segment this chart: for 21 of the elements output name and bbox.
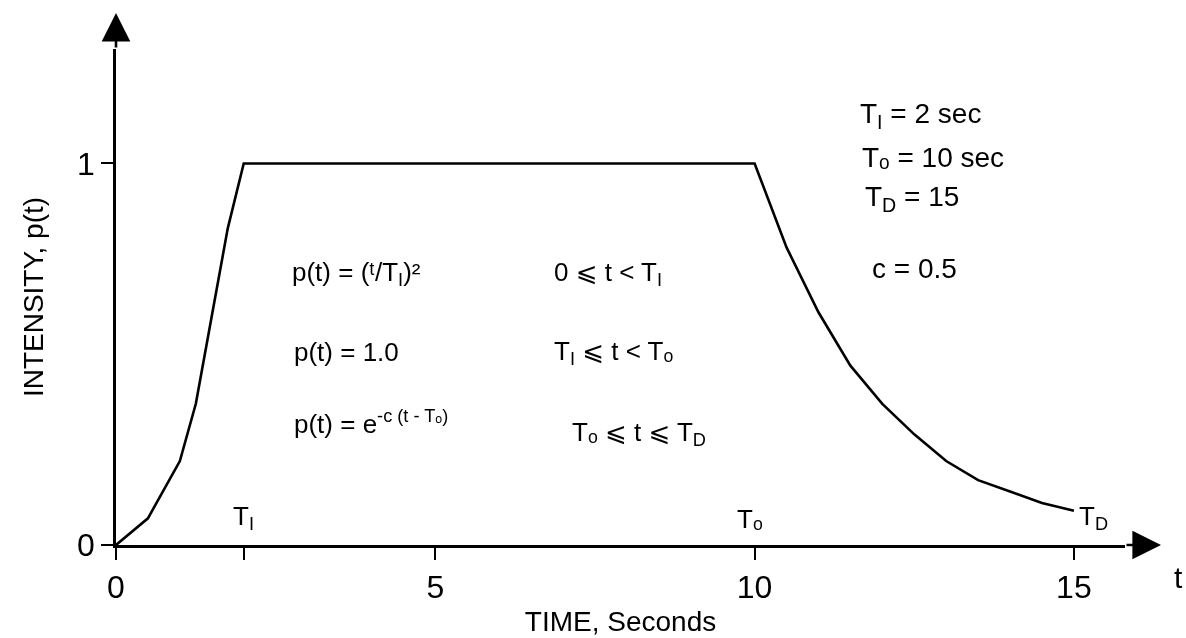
x-tick-label: 10: [736, 569, 773, 606]
annotation: T$_{D}$: [1079, 501, 1109, 535]
annotation: p(t) = e$^{-c (t - Tₒ)}$: [294, 406, 449, 439]
y-axis-title: INTENSITY, p(t): [17, 196, 49, 398]
annotation: T$_{I}$: [233, 501, 254, 535]
annotation: Tₒ: [737, 504, 763, 534]
annotation: c = 0.5: [872, 253, 957, 284]
x-tick-label: 0: [107, 569, 125, 606]
x-tick-label: 15: [1056, 569, 1092, 606]
text: t: [1174, 561, 1183, 594]
annotation: 0 ⩽ t < T$_{I}$: [554, 257, 663, 291]
annotation: T$_{I}$ ⩽ t < Tₒ: [554, 336, 674, 370]
annotation: Tₒ ⩽ t ⩽ T$_{D}$: [572, 417, 706, 451]
annotation: T$_{I}$ = 2 sec: [860, 98, 982, 133]
x-tick-label: 5: [426, 569, 445, 606]
x-axis-title: TIME, Seconds: [524, 606, 717, 638]
annotation: T$_{D}$ = 15: [865, 181, 960, 216]
annotation: p(t) = (ᵗ/T$_{I}$)²: [292, 257, 421, 291]
y-tick-label: 1: [77, 145, 95, 182]
annotation: p(t) = 1.0: [294, 337, 399, 367]
annotation: Tₒ = 10 sec: [862, 142, 1005, 173]
